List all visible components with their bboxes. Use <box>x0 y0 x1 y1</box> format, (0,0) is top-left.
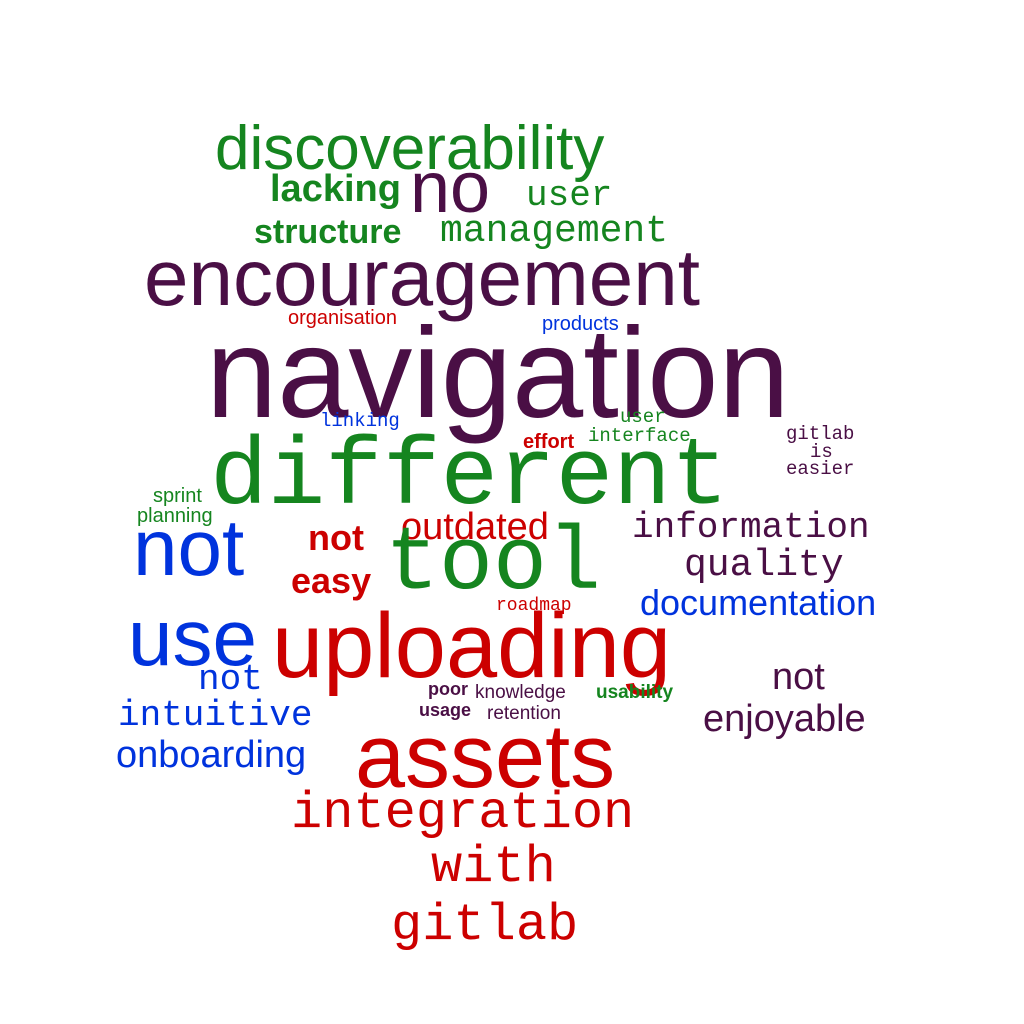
word-quality: quality <box>684 544 844 587</box>
word-with: with <box>431 838 556 897</box>
word-documentation: documentation <box>640 582 877 623</box>
word-intuitive: intuitive <box>118 695 313 736</box>
word-use: use <box>128 593 257 682</box>
word-uploading: uploading <box>272 595 672 697</box>
word-outdated: outdated <box>401 506 549 548</box>
word-roadmap: roadmap <box>496 596 572 616</box>
word-effort: effort <box>523 431 575 453</box>
word-usage: usage <box>419 700 472 720</box>
word-gitlab-large: gitlab <box>391 896 579 955</box>
word-not-red: not <box>308 517 364 558</box>
word-easy: easy <box>291 560 372 601</box>
word-encouragement: encouragement <box>144 233 700 322</box>
word-sprint: sprint <box>153 485 202 507</box>
word-different: different <box>210 423 729 532</box>
word-management: management <box>440 210 669 253</box>
word-assets: assets <box>355 707 616 807</box>
word-planning: planning <box>137 505 213 527</box>
word-retention: retention <box>487 703 561 724</box>
word-poor: poor <box>428 679 468 699</box>
word-not-purple: not <box>772 656 825 698</box>
word-discoverability: discoverability <box>215 114 605 183</box>
word-not-large: not <box>133 503 245 592</box>
word-onboarding: onboarding <box>116 734 307 776</box>
word-integration: integration <box>291 784 635 843</box>
word-not-blue-mono: not <box>198 659 263 700</box>
word-user-top: user <box>526 175 613 216</box>
word-is: is <box>810 441 833 463</box>
word-easier: easier <box>786 458 855 480</box>
word-organisation: organisation <box>288 307 397 329</box>
word-information: information <box>632 507 870 548</box>
word-usability: usability <box>596 682 674 703</box>
word-lacking: lacking <box>270 168 401 210</box>
word-no: no <box>410 148 491 228</box>
word-tool: tool <box>385 514 602 616</box>
word-navigation: navigation <box>206 302 790 445</box>
word-products: products <box>542 313 619 335</box>
word-linking: linking <box>320 410 400 432</box>
word-gitlab-small: gitlab <box>786 423 855 445</box>
word-user-small: user <box>620 406 666 428</box>
word-interface: interface <box>588 425 691 447</box>
word-knowledge: knowledge <box>475 682 566 703</box>
word-structure: structure <box>254 213 402 251</box>
word-enjoyable: enjoyable <box>703 698 866 740</box>
